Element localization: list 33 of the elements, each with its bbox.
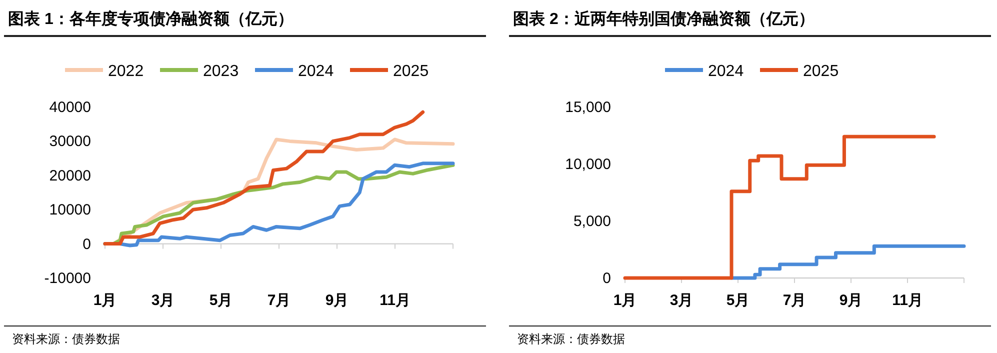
x-tick-label: 3月	[151, 292, 175, 309]
x-tick-label: 5月	[209, 292, 233, 309]
y-tick-label: 40000	[49, 99, 91, 116]
legend-label: 2025	[803, 63, 839, 80]
x-tick-label: 7月	[782, 292, 806, 309]
text: 资料来源：债券数据	[517, 332, 625, 346]
text: 资料来源：债券数据	[12, 332, 120, 346]
y-tick-label: 0	[82, 236, 91, 253]
x-tick-label: 9月	[325, 292, 349, 309]
legend-label: 2024	[708, 63, 744, 80]
y-tick-label: 30000	[49, 133, 91, 150]
y-tick-label: -10000	[44, 270, 91, 287]
y-tick-label: 15,000	[565, 99, 611, 116]
y-tick-label: 10,000	[565, 156, 611, 173]
x-tick-label: 1月	[613, 292, 637, 309]
legend-label: 2024	[298, 63, 334, 80]
x-tick-label: 1月	[93, 292, 117, 309]
legend-label: 2022	[108, 63, 144, 80]
legend-label: 2025	[393, 63, 429, 80]
legend-label: 2023	[203, 63, 239, 80]
x-tick-label: 11月	[380, 292, 410, 309]
x-tick-label: 3月	[670, 292, 694, 309]
x-tick-label: 9月	[839, 292, 863, 309]
y-tick-label: 10000	[49, 202, 91, 219]
chart-title: 图表 2：近两年特别国债净融资额（亿元）	[513, 10, 814, 28]
y-tick-label: 0	[602, 270, 611, 287]
x-tick-label: 5月	[726, 292, 750, 309]
line-series	[103, 110, 425, 246]
y-tick-label: 5,000	[573, 213, 611, 230]
chart-title: 图表 1：各年度专项债净融资额（亿元）	[8, 9, 294, 28]
y-tick-label: 20000	[49, 167, 91, 184]
x-tick-label: 11月	[892, 292, 923, 309]
x-tick-label: 7月	[267, 292, 291, 309]
